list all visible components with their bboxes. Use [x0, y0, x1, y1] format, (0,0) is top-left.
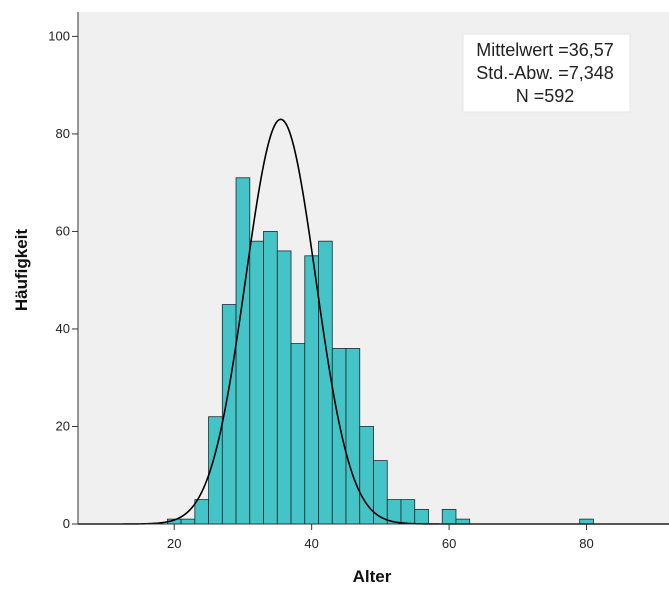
stats-box: Mittelwert =36,57 Std.-Abw. =7,348 N =59…: [462, 33, 631, 113]
histogram-bar: [276, 250, 292, 525]
histogram-bar: [180, 518, 196, 525]
y-axis-title: Häufigkeit: [12, 229, 31, 312]
histogram-bar: [345, 348, 361, 525]
x-tick-label: 60: [442, 536, 456, 551]
histogram-bar: [290, 343, 306, 525]
histogram-bar: [194, 499, 209, 525]
histogram-bar: [304, 255, 319, 525]
y-tick-label: 100: [48, 28, 70, 43]
stats-mean-text: Mittelwert =36,57: [476, 40, 614, 60]
x-tick-label: 80: [579, 536, 593, 551]
bars-group: [166, 177, 594, 525]
y-tick-label: 20: [56, 418, 70, 433]
stats-sd-text: Std.-Abw. =7,348: [476, 63, 614, 83]
axes-group: 0 20 40 60 80 100 20 40 60 80: [48, 12, 669, 551]
stats-n-text: N =592: [516, 86, 575, 106]
histogram-bar: [249, 240, 264, 525]
x-tick-label: 20: [167, 536, 181, 551]
x-tick-label: 40: [304, 536, 318, 551]
histogram-bar: [414, 508, 429, 525]
y-tick-label: 80: [56, 126, 70, 141]
histogram-bar: [441, 508, 457, 525]
histogram-bar: [263, 231, 278, 525]
histogram-bar: [318, 240, 333, 525]
histogram-bar: [235, 177, 251, 525]
y-tick-label: 40: [56, 321, 70, 336]
y-tick-label: 60: [56, 223, 70, 238]
histogram-bar: [400, 499, 416, 525]
y-tick-label: 0: [63, 516, 70, 531]
histogram-bar: [331, 348, 347, 525]
stats-box-background: [462, 33, 631, 113]
x-axis-title: Alter: [353, 567, 392, 586]
